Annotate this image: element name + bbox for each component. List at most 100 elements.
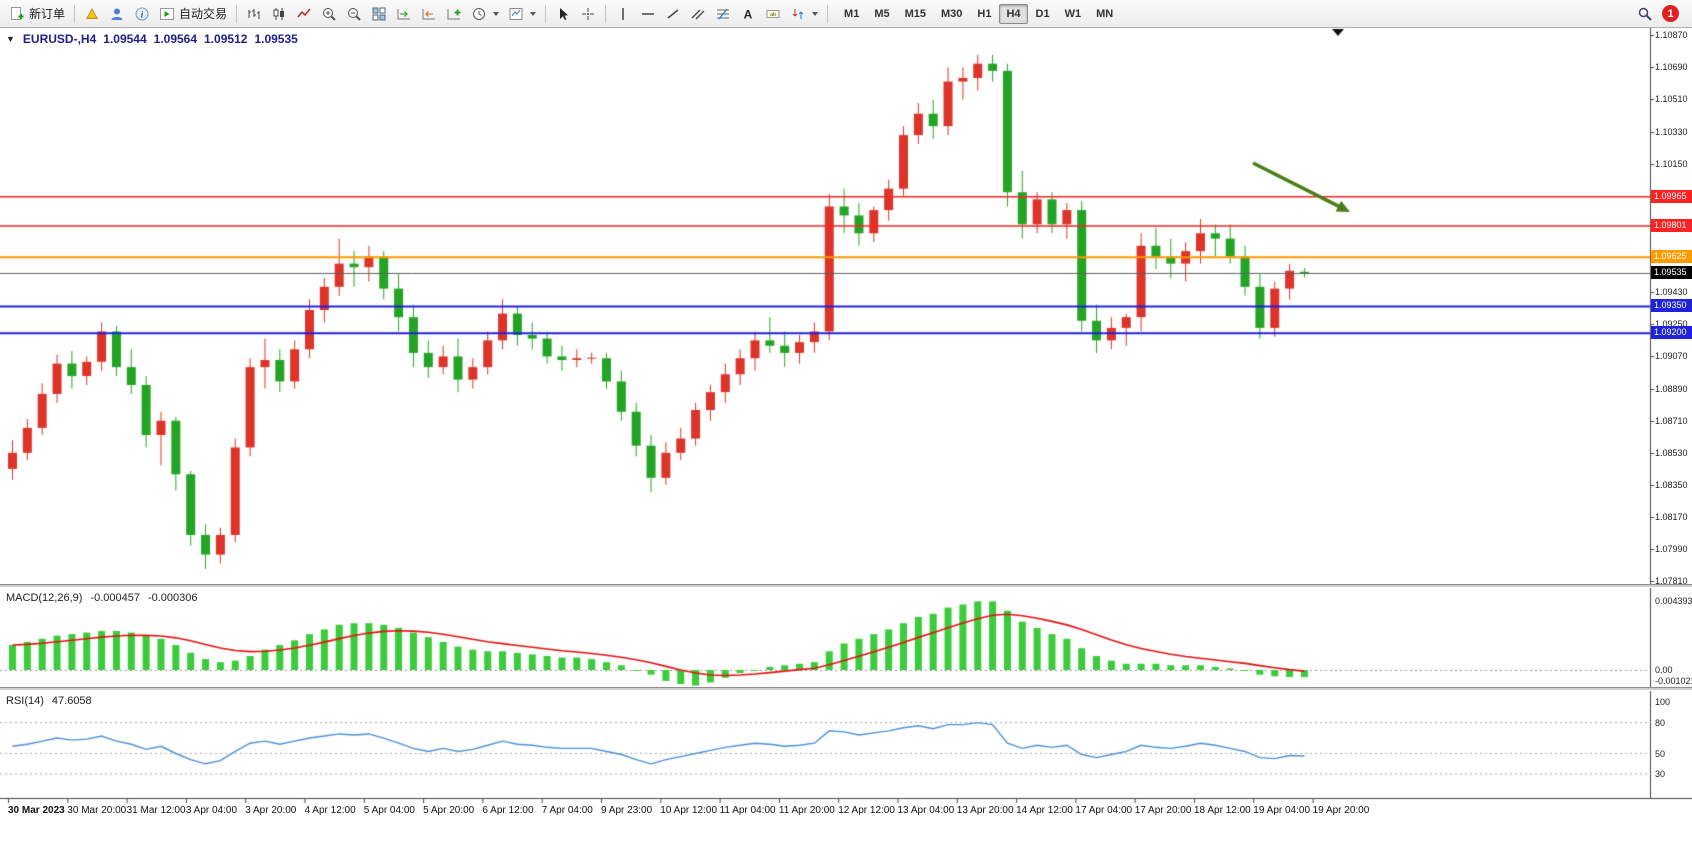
chart-title: ▼ EURUSD-,H4 1.09544 1.09564 1.09512 1.0… (6, 32, 298, 46)
chart-shift-button[interactable] (417, 2, 441, 25)
clock-icon (471, 6, 487, 22)
auto-scroll-button[interactable] (392, 2, 416, 25)
price-axis-label: 1.10870 (1655, 30, 1688, 41)
crosshair-icon (580, 6, 596, 22)
timeframe-m1[interactable]: M1 (844, 7, 860, 20)
templates-button[interactable] (504, 2, 540, 25)
macd-axis-label: 0.00 (1655, 665, 1673, 675)
arrows-button[interactable] (786, 2, 822, 25)
timeframe-group: M1 M5 M15 M30 H1 H4 D1 W1 MN (837, 3, 1120, 24)
macd-label: MACD(12,26,9) -0.000457 -0.000306 (6, 592, 198, 604)
svg-text:A: A (744, 7, 753, 21)
price-axis-label: 1.10150 (1655, 158, 1688, 169)
chart-symbol-period: EURUSD-,H4 (22, 32, 97, 46)
tile-windows-button[interactable] (367, 2, 391, 25)
bar-chart-button[interactable] (242, 2, 266, 25)
price-axis-label: 1.07990 (1655, 544, 1688, 555)
price-axis-label: 1.08890 (1655, 383, 1688, 394)
trendline-button[interactable] (661, 2, 685, 25)
fibonacci-button[interactable] (711, 2, 735, 25)
price-axis-label: 1.08530 (1655, 447, 1688, 458)
chart-canvas[interactable] (0, 28, 1692, 851)
panel-separator-rsi[interactable] (0, 687, 1692, 691)
time-axis-label: 17 Apr 20:00 (1134, 805, 1192, 816)
periods-button[interactable] (467, 2, 503, 25)
cursor-button[interactable] (551, 2, 575, 25)
search-button[interactable] (1633, 2, 1657, 25)
channel-button[interactable] (686, 2, 710, 25)
zoom-out-button[interactable] (342, 2, 366, 25)
line-chart-button[interactable] (292, 2, 316, 25)
timeframe-d1[interactable]: D1 (1035, 7, 1050, 20)
time-axis-label: 13 Apr 20:00 (956, 805, 1014, 816)
toolbar-separator (605, 4, 607, 23)
price-level-badge: 1.09535 (1651, 266, 1692, 280)
chevron-down-icon (493, 11, 500, 16)
price-axis-label: 1.08710 (1655, 415, 1688, 426)
time-axis-label: 17 Apr 04:00 (1075, 805, 1133, 816)
vertical-line-button[interactable] (611, 2, 635, 25)
main-toolbar: 新订单 i 自动交易 A ab M1 M5 M15 M30 H1 H4 D1 W1 MN 1 (0, 0, 1692, 28)
macd-signal-value: -0.000306 (147, 592, 198, 604)
text-icon: A (740, 6, 756, 22)
one-click-trading-toggle[interactable]: ▼ (6, 34, 15, 44)
time-axis-label: 3 Apr 04:00 (185, 805, 238, 816)
timeframe-m5[interactable]: M5 (874, 7, 890, 20)
price-axis-label: 1.07810 (1655, 576, 1688, 587)
price-axis[interactable]: 1.10870 1.10690 1.10510 1.10330 1.10150 1.094… (1651, 28, 1692, 822)
time-axis-label: 31 Mar 12:00 (126, 805, 186, 816)
zoom-in-icon (321, 6, 337, 22)
timeframe-h1[interactable]: H1 (977, 7, 992, 20)
price-axis-label: 1.09250 (1655, 319, 1688, 330)
candle-chart-button[interactable] (267, 2, 291, 25)
timeframe-w1[interactable]: W1 (1064, 7, 1082, 20)
text-button[interactable]: A (736, 2, 760, 25)
fibonacci-icon (715, 6, 731, 22)
time-axis-label: 14 Apr 12:00 (1016, 805, 1073, 816)
timeframe-m15[interactable]: M15 (904, 7, 926, 20)
timeframe-h4[interactable]: H4 (999, 3, 1028, 24)
timeframe-m30[interactable]: M30 (941, 7, 963, 20)
profile-button[interactable] (105, 2, 129, 25)
indicators-icon (446, 6, 462, 22)
time-axis-label: 11 Apr 20:00 (778, 805, 835, 816)
text-label-icon: ab (765, 6, 781, 22)
time-axis-label: 18 Apr 12:00 (1194, 805, 1251, 816)
horizontal-line-icon (640, 6, 656, 22)
price-axis-label: 1.09070 (1655, 351, 1688, 362)
time-axis-label: 5 Apr 20:00 (423, 805, 475, 816)
time-axis[interactable]: 30 Mar 2023 30 Mar 20:00 31 Mar 12:00 3 Apr… (0, 800, 1650, 822)
new-order-icon (9, 6, 25, 22)
auto-scroll-icon (396, 6, 412, 22)
time-axis-label: 10 Apr 12:00 (660, 805, 718, 816)
horizontal-line-button[interactable] (636, 2, 660, 25)
svg-text:i: i (141, 9, 144, 19)
time-axis-label: 5 Apr 04:00 (363, 805, 415, 816)
info-icon: i (134, 6, 150, 22)
help-button[interactable]: i (130, 2, 154, 25)
autotrading-button[interactable]: 自动交易 (155, 2, 231, 25)
new-order-button[interactable]: 新订单 (5, 2, 69, 25)
bars-chart-icon (246, 6, 262, 22)
metaeditor-button[interactable] (80, 2, 104, 25)
indicators-button[interactable] (442, 2, 466, 25)
macd-axis-label: -0.001021 (1655, 676, 1692, 686)
price-level-badge: 1.09350 (1651, 299, 1692, 313)
panel-separator-macd[interactable] (0, 584, 1692, 588)
vertical-line-icon (615, 6, 631, 22)
autotrading-label: 自动交易 (179, 7, 228, 21)
time-axis-label: 9 Apr 23:00 (601, 805, 653, 816)
text-label-button[interactable]: ab (761, 2, 785, 25)
macd-axis-label: 0.004393 (1655, 596, 1692, 607)
time-axis-label: 19 Apr 04:00 (1253, 805, 1311, 816)
price-axis-label: 1.10690 (1655, 62, 1688, 73)
price-level-badge: 1.09200 (1651, 326, 1692, 340)
candles-chart-icon (271, 6, 287, 22)
zoom-in-button[interactable] (317, 2, 341, 25)
user-icon (109, 6, 125, 22)
crosshair-button[interactable] (576, 2, 600, 25)
chevron-down-icon (530, 11, 537, 16)
timeframe-mn[interactable]: MN (1096, 7, 1114, 20)
chevron-down-icon (812, 11, 819, 16)
notification-badge[interactable]: 1 (1662, 5, 1679, 22)
